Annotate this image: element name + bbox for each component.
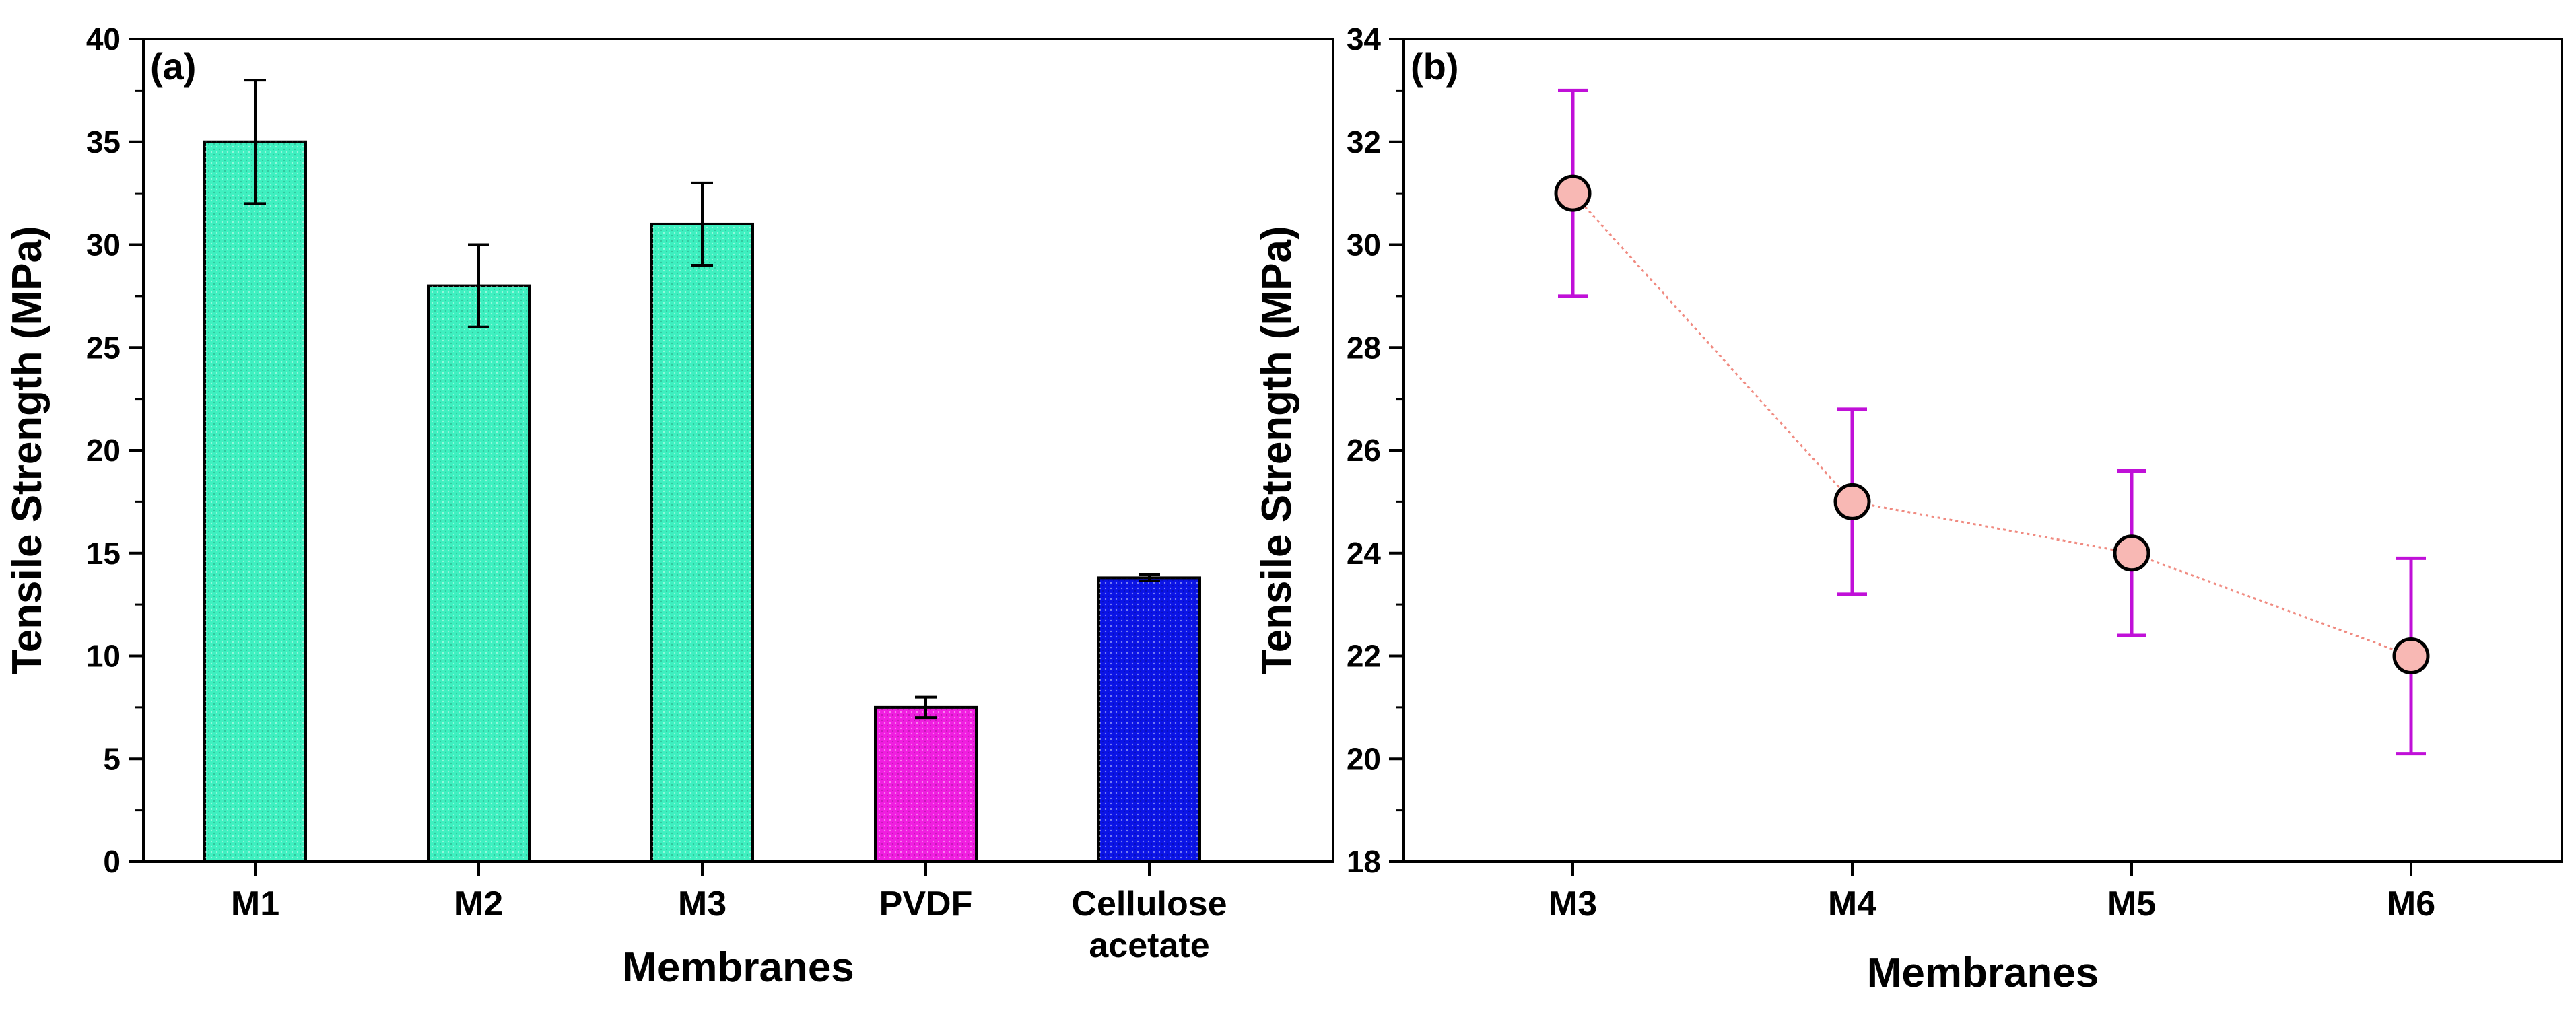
panel-a-ytick-label: 20 bbox=[86, 433, 121, 468]
panel-a-ytick-label: 0 bbox=[103, 844, 121, 879]
panel-a-ytick-label: 40 bbox=[86, 22, 121, 57]
panel-a-xtick-label: M2 bbox=[454, 884, 503, 924]
panel-a-xtick-label: acetate bbox=[1089, 926, 1209, 965]
panel-b-ytick-label: 28 bbox=[1347, 330, 1381, 365]
panel-a-xtick-label: PVDF bbox=[879, 884, 973, 924]
panel-b-ytick-label: 26 bbox=[1347, 433, 1381, 468]
panel-a-xtick-label: M1 bbox=[231, 884, 279, 924]
panel-a-bar-texture bbox=[205, 141, 306, 862]
panel-b-ytick-label: 24 bbox=[1347, 536, 1382, 571]
panel-a-ytick-label: 10 bbox=[86, 639, 121, 674]
panel-b-ytick-label: 30 bbox=[1347, 228, 1381, 263]
panel-b-ytick-label: 18 bbox=[1347, 844, 1381, 879]
panel-a-bar-texture bbox=[652, 223, 753, 862]
panel-b-ytick-label: 20 bbox=[1347, 741, 1381, 776]
panel-a-ytick-label: 25 bbox=[86, 330, 121, 365]
panel-a-ytick-label: 35 bbox=[86, 125, 121, 160]
panel-b-data-point bbox=[2113, 534, 2150, 572]
panel-b-label: (b) bbox=[1411, 45, 1459, 88]
panel-b-plot-frame bbox=[1402, 38, 2563, 863]
panel-b-x-axis-title: Membranes bbox=[1867, 950, 2099, 996]
panel-a-xtick-label: M3 bbox=[678, 884, 726, 924]
panel-b-xtick-label: M5 bbox=[2107, 884, 2156, 924]
panel-a-bar-texture bbox=[1099, 578, 1200, 862]
panel-a-ytick-label: 30 bbox=[86, 228, 121, 263]
panel-b-ytick-label: 22 bbox=[1347, 639, 1381, 674]
panel-b-ytick-label: 34 bbox=[1347, 22, 1382, 57]
panel-a-ytick-label: 5 bbox=[103, 741, 121, 776]
panel-b-data-point bbox=[1833, 483, 1871, 520]
panel-a-label: (a) bbox=[150, 45, 196, 88]
panel-b-data-point bbox=[1554, 174, 1592, 212]
panel-a-bar-texture bbox=[875, 707, 976, 862]
panel-b-data-point bbox=[2392, 637, 2430, 674]
panel-b-xtick-label: M3 bbox=[1549, 884, 1597, 924]
panel-a-bar-texture bbox=[428, 285, 529, 862]
panel-a-x-axis-title: Membranes bbox=[622, 944, 854, 991]
panel-b-xtick-label: M6 bbox=[2387, 884, 2435, 924]
panel-b-y-axis-title: Tensile Strength (MPa) bbox=[1254, 225, 1300, 674]
panel-b-xtick-label: M4 bbox=[1828, 884, 1876, 924]
panel-a-xtick-label: Cellulose bbox=[1071, 884, 1227, 924]
panel-b-series-line bbox=[1571, 193, 2412, 657]
panel-b-ytick-label: 32 bbox=[1347, 125, 1381, 160]
panel-a-ytick-label: 15 bbox=[86, 536, 121, 571]
panel-a-y-axis-title: Tensile Strength (MPa) bbox=[4, 225, 50, 674]
